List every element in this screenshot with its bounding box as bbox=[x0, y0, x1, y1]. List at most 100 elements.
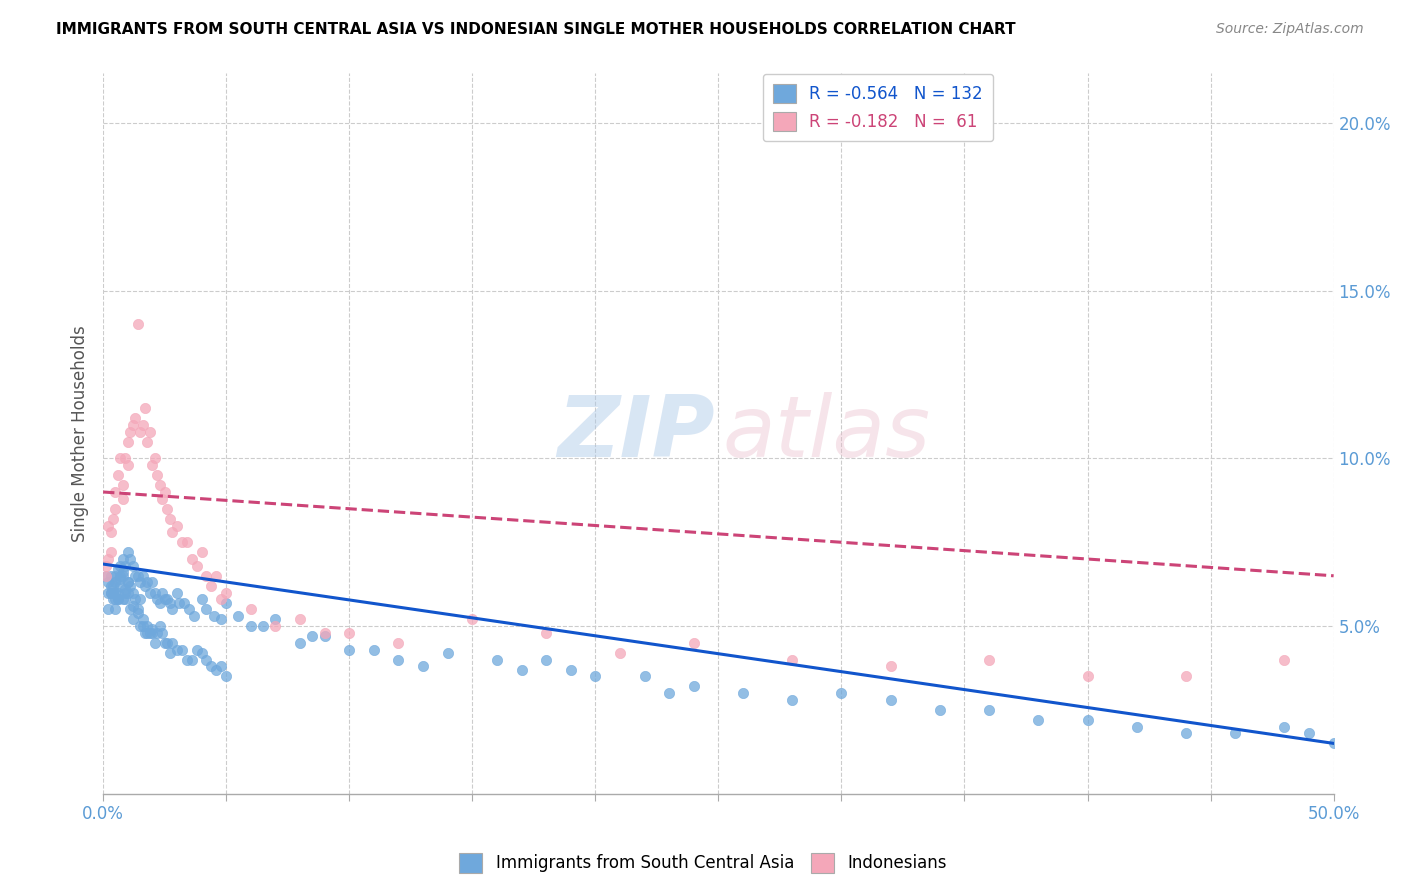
Point bbox=[139, 625, 162, 640]
Point bbox=[252, 619, 274, 633]
Point bbox=[100, 579, 122, 593]
Point bbox=[134, 579, 156, 593]
Point bbox=[149, 478, 172, 492]
Point bbox=[114, 585, 136, 599]
Point bbox=[107, 592, 129, 607]
Point bbox=[114, 592, 136, 607]
Point bbox=[104, 592, 127, 607]
Point bbox=[111, 569, 134, 583]
Point bbox=[780, 693, 803, 707]
Point bbox=[928, 703, 950, 717]
Point bbox=[104, 585, 127, 599]
Point bbox=[107, 592, 129, 607]
Point bbox=[337, 625, 360, 640]
Point bbox=[461, 612, 484, 626]
Point bbox=[149, 596, 172, 610]
Point bbox=[120, 602, 142, 616]
Point bbox=[609, 646, 631, 660]
Point bbox=[1076, 713, 1098, 727]
Point bbox=[534, 652, 557, 666]
Point bbox=[97, 518, 120, 533]
Point bbox=[101, 585, 124, 599]
Point bbox=[101, 592, 124, 607]
Point bbox=[156, 501, 179, 516]
Point bbox=[143, 585, 166, 599]
Point bbox=[153, 592, 176, 607]
Point bbox=[190, 545, 212, 559]
Point bbox=[176, 535, 198, 549]
Point bbox=[180, 552, 202, 566]
Point bbox=[288, 636, 311, 650]
Point bbox=[150, 585, 173, 599]
Point bbox=[111, 566, 134, 580]
Point bbox=[110, 558, 132, 573]
Point bbox=[107, 468, 129, 483]
Point bbox=[117, 458, 139, 472]
Point bbox=[160, 525, 183, 540]
Point bbox=[200, 659, 222, 673]
Point bbox=[1274, 720, 1296, 734]
Point bbox=[159, 596, 181, 610]
Point bbox=[180, 652, 202, 666]
Text: atlas: atlas bbox=[723, 392, 931, 475]
Point bbox=[412, 659, 434, 673]
Point bbox=[117, 585, 139, 599]
Point bbox=[117, 545, 139, 559]
Point bbox=[129, 575, 152, 590]
Point bbox=[131, 417, 153, 432]
Point bbox=[114, 582, 136, 597]
Point bbox=[176, 652, 198, 666]
Point bbox=[94, 569, 117, 583]
Point bbox=[124, 592, 146, 607]
Point bbox=[173, 596, 195, 610]
Point bbox=[387, 652, 409, 666]
Point bbox=[104, 575, 127, 590]
Point bbox=[337, 642, 360, 657]
Point bbox=[131, 619, 153, 633]
Point bbox=[195, 602, 218, 616]
Point bbox=[205, 569, 228, 583]
Point bbox=[107, 562, 129, 576]
Point bbox=[160, 602, 183, 616]
Point bbox=[114, 451, 136, 466]
Point bbox=[682, 680, 704, 694]
Text: Source: ZipAtlas.com: Source: ZipAtlas.com bbox=[1216, 22, 1364, 37]
Point bbox=[136, 625, 159, 640]
Point bbox=[124, 569, 146, 583]
Point bbox=[146, 468, 169, 483]
Point bbox=[149, 619, 172, 633]
Point bbox=[129, 592, 152, 607]
Point bbox=[1126, 720, 1149, 734]
Point bbox=[129, 425, 152, 439]
Point bbox=[150, 491, 173, 506]
Point bbox=[1298, 726, 1320, 740]
Point bbox=[228, 609, 250, 624]
Point bbox=[100, 525, 122, 540]
Point bbox=[1274, 652, 1296, 666]
Point bbox=[510, 663, 533, 677]
Point bbox=[215, 585, 238, 599]
Point bbox=[215, 596, 238, 610]
Point bbox=[117, 575, 139, 590]
Point bbox=[633, 669, 655, 683]
Point bbox=[209, 659, 232, 673]
Point bbox=[97, 552, 120, 566]
Point bbox=[186, 558, 208, 573]
Legend: Immigrants from South Central Asia, Indonesians: Immigrants from South Central Asia, Indo… bbox=[453, 847, 953, 880]
Point bbox=[100, 545, 122, 559]
Point bbox=[534, 625, 557, 640]
Point bbox=[239, 602, 262, 616]
Point bbox=[160, 636, 183, 650]
Point bbox=[731, 686, 754, 700]
Point bbox=[146, 625, 169, 640]
Point bbox=[97, 585, 120, 599]
Point bbox=[560, 663, 582, 677]
Point bbox=[195, 652, 218, 666]
Point bbox=[127, 602, 149, 616]
Point bbox=[107, 585, 129, 599]
Point bbox=[117, 575, 139, 590]
Point bbox=[104, 569, 127, 583]
Point bbox=[100, 569, 122, 583]
Point bbox=[314, 625, 336, 640]
Point bbox=[436, 646, 458, 660]
